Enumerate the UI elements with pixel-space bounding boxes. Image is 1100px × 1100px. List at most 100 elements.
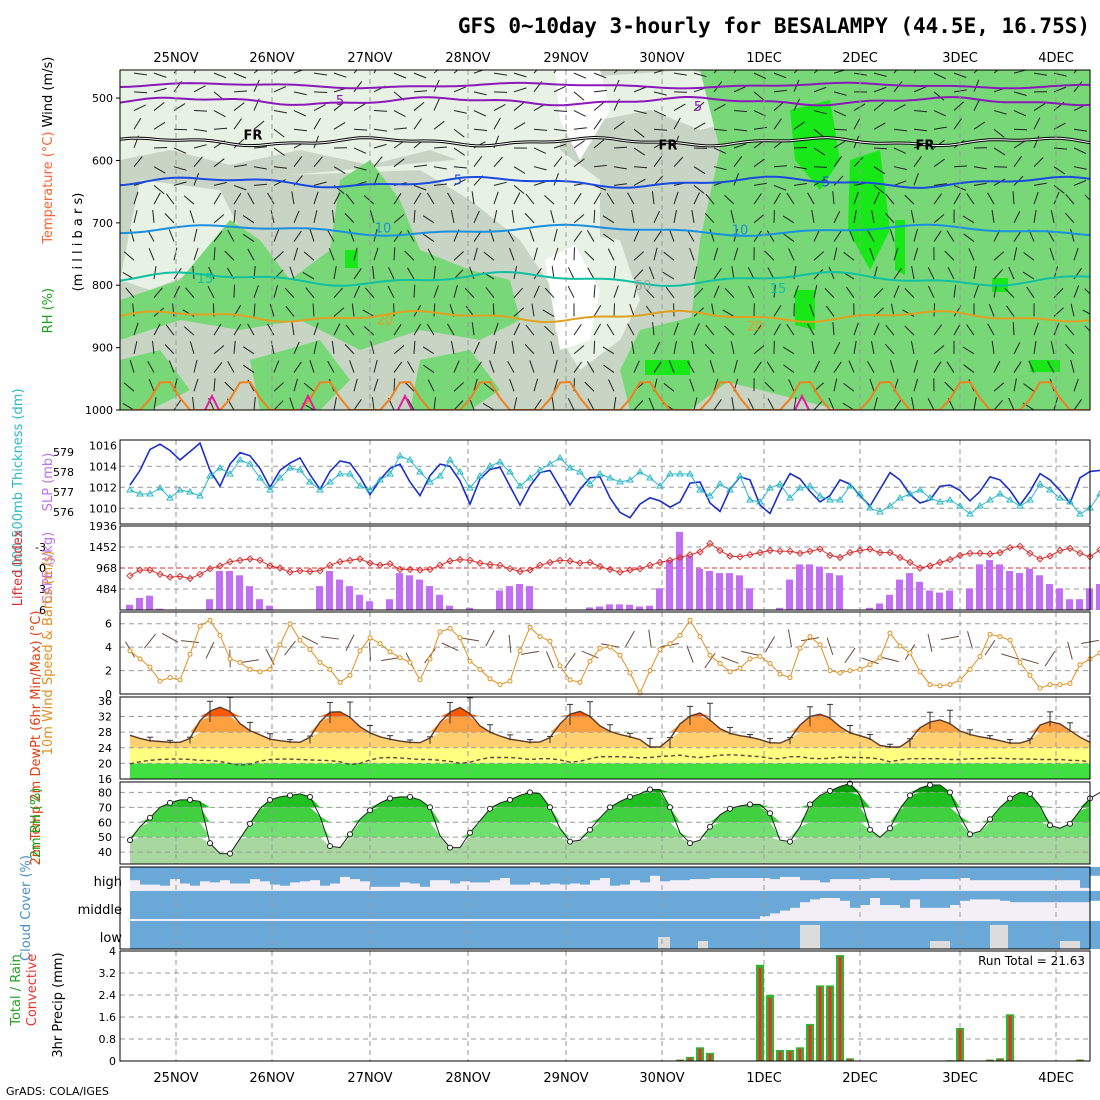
thickness-point xyxy=(126,486,134,493)
cloud-middle-bar xyxy=(250,891,260,919)
wind-barb xyxy=(733,155,743,167)
wind-speed-point xyxy=(207,617,213,623)
cape-bar xyxy=(526,586,533,610)
wind-barb xyxy=(393,324,402,336)
rh-point xyxy=(287,792,293,799)
rh-series xyxy=(127,780,1100,857)
rh-moist-region xyxy=(690,70,1090,410)
wind-barb xyxy=(962,346,975,355)
wind-barb xyxy=(573,324,582,336)
cloud-high-bar xyxy=(180,867,190,884)
rh-point xyxy=(127,837,133,844)
cloud-low-bar xyxy=(240,921,250,949)
thickness-point xyxy=(436,472,444,479)
temperature-fill xyxy=(130,707,1090,779)
wind-barb xyxy=(253,183,268,186)
lifted-index-point xyxy=(476,559,484,567)
cloud-high-bar xyxy=(700,867,710,880)
cape-bars xyxy=(126,531,1100,610)
wind-barb xyxy=(423,233,435,242)
wind-barb xyxy=(587,267,595,280)
cape-bar xyxy=(616,604,623,610)
lifted-index-point xyxy=(156,570,164,579)
cloud-middle-bar xyxy=(880,891,890,905)
lifted-index-point xyxy=(356,555,364,563)
wind-barb xyxy=(373,156,383,168)
wind-barb xyxy=(653,247,658,261)
wind-barb xyxy=(832,191,835,205)
wind-barb xyxy=(889,228,895,242)
wind-barb xyxy=(227,360,235,373)
rh-point xyxy=(587,826,593,833)
wind-barb xyxy=(453,166,467,169)
wind-barb xyxy=(1091,266,1094,279)
cape-tick-label: 968 xyxy=(96,562,117,575)
temp-tick-label: 36 xyxy=(98,695,112,708)
wind-barb xyxy=(473,128,487,131)
precip-ylabel: 3hr Precip (mm) xyxy=(51,952,66,1057)
cloud-middle-bar xyxy=(390,891,400,919)
rh-tick-label: 70 xyxy=(98,801,112,814)
wind-barb xyxy=(1064,212,1075,224)
wind-barb xyxy=(193,359,198,373)
wind-barb xyxy=(813,70,819,74)
wind-barb xyxy=(473,155,483,167)
slp-series xyxy=(126,441,1100,519)
cloud-low-bar xyxy=(430,921,440,949)
wind-barb xyxy=(927,267,935,280)
wind-barb xyxy=(927,285,935,298)
wind-barb xyxy=(873,397,878,410)
wind-speed-point xyxy=(417,677,423,683)
cape-bar xyxy=(346,586,353,610)
wind-barb xyxy=(773,192,781,205)
wind-barb xyxy=(653,210,660,224)
wind-barb xyxy=(183,195,195,205)
cloud-high-bar xyxy=(220,867,230,881)
wind-barb xyxy=(293,378,298,392)
thickness-point xyxy=(236,456,244,463)
thickness-point xyxy=(646,474,654,481)
wind-speed-point xyxy=(507,678,513,684)
wind-barb xyxy=(713,128,727,132)
wind-barb xyxy=(233,323,242,336)
wind-barb xyxy=(608,379,615,392)
wind-barb xyxy=(233,184,247,191)
thickness-point xyxy=(926,494,934,501)
thickness-point xyxy=(486,462,494,469)
bottom-date-label: 28NOV xyxy=(445,1071,490,1086)
wind-tick-label: 0 xyxy=(105,688,112,701)
thickness-point xyxy=(1056,494,1064,501)
thickness-point xyxy=(336,470,344,477)
wind-speed-point xyxy=(1077,662,1083,668)
top-date-label: 26NOV xyxy=(249,51,294,66)
lifted-index-point xyxy=(686,550,694,559)
cape-bar xyxy=(1046,584,1053,610)
wind-barb xyxy=(911,397,915,410)
lifted-index-point xyxy=(1016,542,1024,551)
surface-wind-barb xyxy=(441,642,459,652)
cloud-low-bar xyxy=(900,921,910,949)
rh-point xyxy=(567,838,573,845)
cloud-high-bar xyxy=(490,867,500,881)
surface-wind-barb xyxy=(686,645,694,663)
wind-barb xyxy=(243,364,255,373)
thickness-point xyxy=(676,470,684,477)
thickness-point xyxy=(626,476,634,483)
cloud-middle-bar xyxy=(260,891,270,919)
contour-label: 5 xyxy=(454,173,462,188)
thickness-point xyxy=(576,468,584,475)
wind-speed-point xyxy=(617,652,623,658)
wind-speed-point xyxy=(357,648,363,654)
wind-barb xyxy=(693,101,705,111)
cloud-low-bar xyxy=(300,921,310,949)
wind-barb xyxy=(164,213,175,224)
surface-wind-barb xyxy=(485,630,495,647)
wind-barb xyxy=(873,72,887,77)
wind-barb xyxy=(584,250,595,261)
wind-barb xyxy=(189,210,195,223)
surface-wind-barb xyxy=(861,657,879,665)
cloud-middle-bar xyxy=(350,891,360,919)
thickness-point xyxy=(246,460,254,467)
bottom-date-label: 30NOV xyxy=(639,1071,684,1086)
wind-barb xyxy=(833,128,848,131)
